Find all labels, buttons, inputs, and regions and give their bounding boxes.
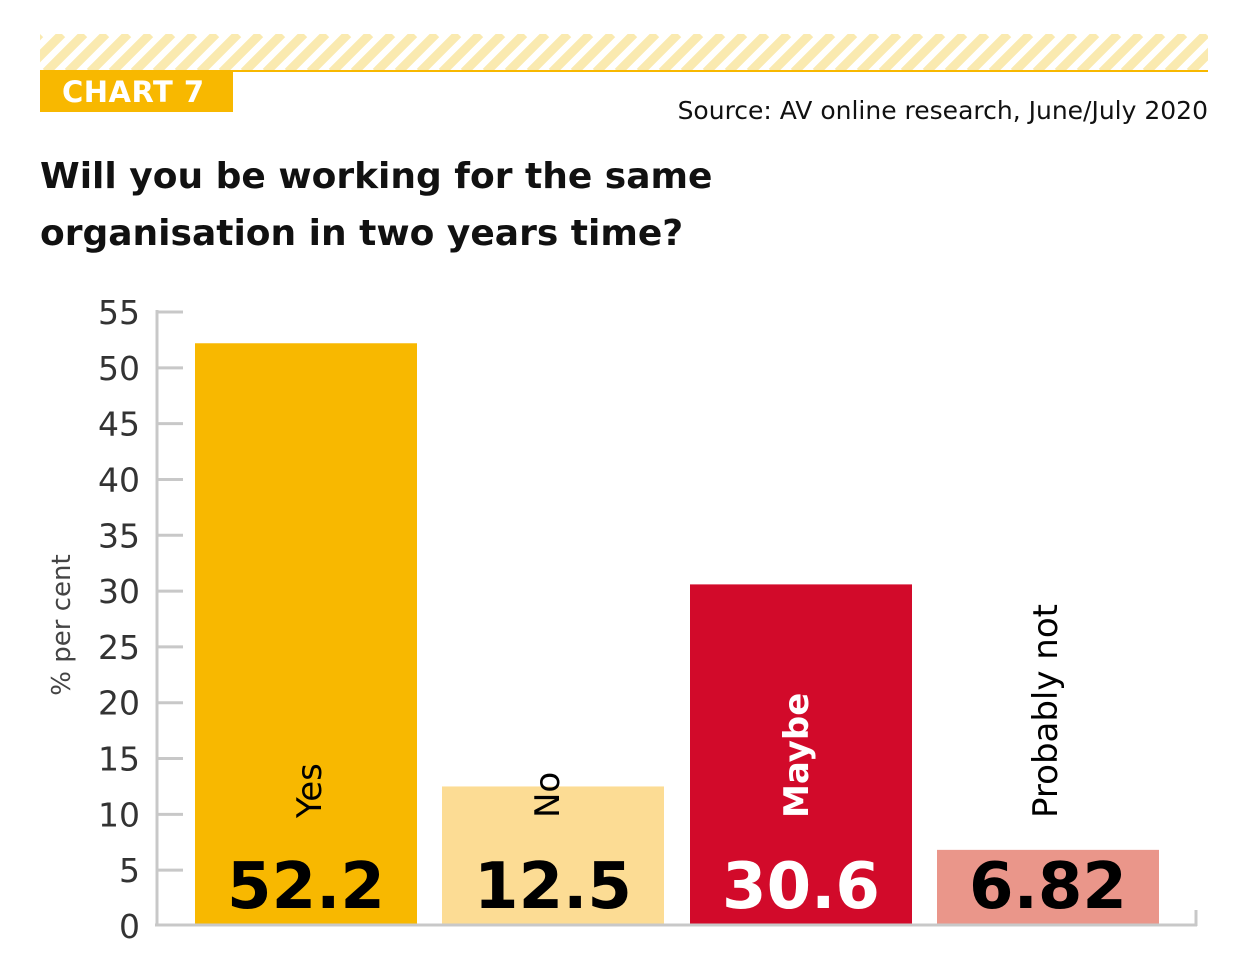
hatch-stripe <box>416 34 462 72</box>
hatch-stripe <box>64 34 110 72</box>
hatch-stripe <box>1142 34 1188 72</box>
hatch-stripe <box>1120 34 1166 72</box>
hatch-stripe <box>130 34 176 72</box>
hatch-stripe <box>218 34 264 72</box>
hatch-stripe <box>284 34 330 72</box>
hatch-stripe <box>86 34 132 72</box>
data-label: 30.6 <box>722 850 880 924</box>
hatch-stripe <box>174 34 220 72</box>
hatch-stripe <box>526 34 572 72</box>
y-tick-label: 20 <box>98 684 140 723</box>
hatch-stripe <box>40 34 66 63</box>
hatch-baseline <box>40 70 1208 72</box>
hatch-stripe <box>1164 34 1208 72</box>
y-tick-label: 0 <box>119 907 140 946</box>
hatch-stripe <box>988 34 1034 72</box>
hatch-stripe <box>570 34 616 72</box>
hatch-stripe <box>394 34 440 72</box>
hatch-stripe <box>438 34 484 72</box>
hatch-stripe <box>42 34 88 72</box>
bar-no <box>442 786 664 926</box>
data-label: 12.5 <box>474 850 632 924</box>
hatch-stripe <box>460 34 506 72</box>
hatch-stripe <box>108 34 154 72</box>
y-axis-title: % per cent <box>47 554 77 695</box>
category-label: Yes <box>290 763 330 819</box>
chart-title: Will you be working for the same organis… <box>40 156 713 254</box>
hatch-stripe <box>702 34 748 72</box>
hatch-stripe <box>878 34 924 72</box>
hatch-stripe <box>922 34 968 72</box>
hatch-stripe <box>152 34 198 72</box>
hatch-stripe <box>1054 34 1100 72</box>
hatch-stripe <box>768 34 814 72</box>
chart-number-label: CHART 7 <box>62 75 205 109</box>
hatch-stripe <box>724 34 770 72</box>
y-tick-label: 45 <box>98 405 140 444</box>
hatch-stripe <box>240 34 286 72</box>
hatch-stripe <box>900 34 946 72</box>
y-tick-label: 25 <box>98 628 140 667</box>
hatch-stripe <box>1010 34 1056 72</box>
y-tick-label: 5 <box>119 851 140 890</box>
hatch-stripe <box>592 34 638 72</box>
hatch-stripe <box>1098 34 1144 72</box>
hatch-stripe <box>350 34 396 72</box>
category-label: No <box>528 772 568 818</box>
hatch-stripe <box>196 34 242 72</box>
hatch-stripe <box>680 34 726 72</box>
y-tick-label: 55 <box>98 293 140 332</box>
hatch-stripe <box>812 34 858 72</box>
hatch-stripe <box>966 34 1012 72</box>
hatch-stripe <box>834 34 880 72</box>
bar-chart: 0 5 10 15 20 25 30 35 40 45 50 55 % per cent 52.2 12.5… <box>47 293 1198 946</box>
hatch-stripe <box>1032 34 1078 72</box>
y-tick-label: 15 <box>98 740 140 779</box>
hatch-stripe <box>482 34 528 72</box>
chart-number-tag: CHART 7 <box>40 72 233 112</box>
hatch-banner <box>40 34 1208 72</box>
bar-yes <box>195 343 417 926</box>
bar-probably-not <box>937 849 1159 926</box>
y-tick-label: 35 <box>98 516 140 555</box>
y-tick-label: 50 <box>98 349 140 388</box>
data-label: 6.82 <box>969 850 1127 924</box>
hatch-stripe <box>372 34 418 72</box>
y-tick-label: 30 <box>98 572 140 611</box>
hatch-stripe <box>856 34 902 72</box>
source-note: Source: AV online research, June/July 20… <box>677 96 1208 125</box>
hatch-stripe <box>658 34 704 72</box>
hatch-stripe <box>944 34 990 72</box>
hatch-stripe <box>1076 34 1122 72</box>
hatch-stripe <box>262 34 308 72</box>
hatch-stripe <box>306 34 352 72</box>
category-label: Maybe <box>777 693 817 818</box>
hatch-stripe <box>504 34 550 72</box>
category-label: Probably not <box>1026 604 1066 818</box>
y-tick-label: 10 <box>98 795 140 834</box>
data-label: 52.2 <box>227 850 385 924</box>
hatch-stripe <box>746 34 792 72</box>
hatch-stripe <box>328 34 374 72</box>
bar-maybe <box>690 584 912 926</box>
hatch-stripe <box>614 34 660 72</box>
hatch-stripe <box>636 34 682 72</box>
y-tick-label: 40 <box>98 460 140 499</box>
hatch-stripe <box>548 34 594 72</box>
hatch-stripe <box>790 34 836 72</box>
hatch-stripe <box>1186 47 1208 72</box>
